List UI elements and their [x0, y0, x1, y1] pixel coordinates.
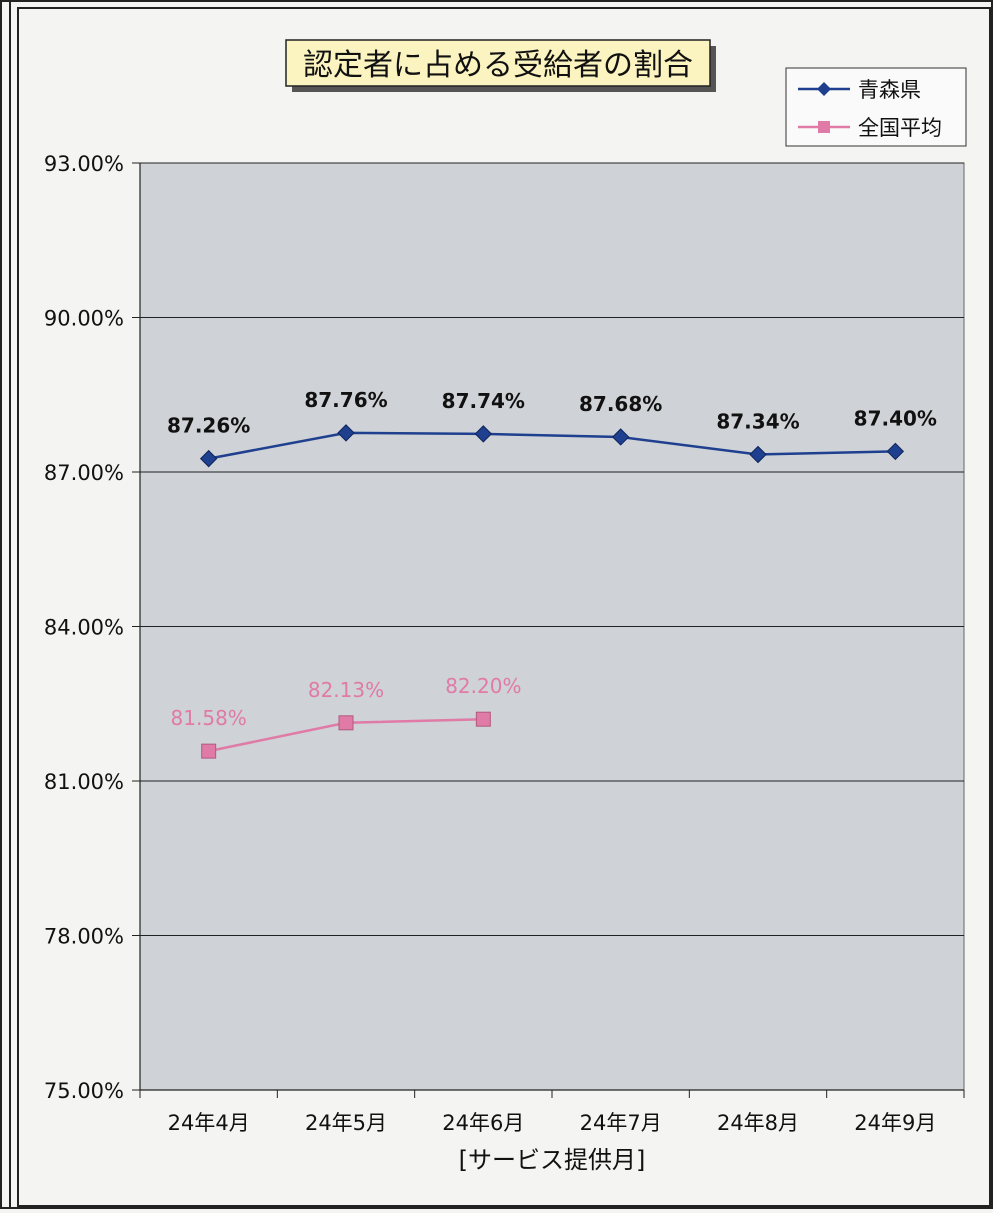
- y-tick-label: 81.00%: [44, 770, 124, 794]
- inner-border: [17, 7, 991, 1207]
- series-layer: 87.26% 87.76% 87.74% 87.68% 87.34% 87.40% 81.5…: [167, 388, 937, 759]
- data-point: [199, 449, 218, 468]
- x-axis: 24年4月 24年5月 24年6月 24年7月 24年8月 24年9月: [139, 1089, 965, 1135]
- legend-label: 全国平均: [858, 116, 942, 140]
- data-label: 87.34%: [716, 409, 799, 433]
- title-box: [285, 39, 711, 87]
- gridlines: [140, 162, 964, 936]
- legend-box: [785, 67, 967, 147]
- x-tick-label: 24年9月: [854, 1111, 936, 1135]
- y-tick-label: 75.00%: [44, 1079, 124, 1103]
- data-label: 87.26%: [167, 414, 250, 438]
- data-point: [474, 425, 493, 443]
- data-label: 82.13%: [308, 678, 384, 702]
- data-label: 87.74%: [442, 389, 525, 413]
- y-tick-label: 93.00%: [44, 152, 124, 176]
- legend-marker: [817, 82, 831, 96]
- chart-title: 認定者に占める受給者の割合: [303, 48, 693, 83]
- data-label: 87.68%: [579, 392, 662, 416]
- data-point: [749, 445, 767, 464]
- y-tick-label: 87.00%: [44, 461, 124, 485]
- data-point: [338, 715, 354, 731]
- y-tick-label: 84.00%: [44, 616, 124, 640]
- series-line-1: [208, 431, 896, 460]
- x-tick-label: 24年7月: [580, 1111, 662, 1135]
- x-tick-label: 24年6月: [442, 1111, 524, 1135]
- x-tick-label: 24年8月: [717, 1111, 799, 1135]
- data-label: 87.40%: [854, 406, 937, 430]
- data-label: 82.20%: [445, 674, 521, 698]
- legend-marker: [818, 121, 830, 133]
- x-axis-label: [サービス提供月]: [459, 1146, 646, 1174]
- data-label: 87.76%: [304, 388, 387, 412]
- y-axis: 75.00% 78.00% 81.00% 84.00% 87.00% 90.00% 93.0…: [44, 152, 141, 1103]
- y-tick-label: 90.00%: [44, 307, 124, 331]
- y-tick-label: 78.00%: [44, 925, 124, 949]
- data-point: [611, 428, 630, 446]
- data-point: [337, 424, 355, 442]
- legend-label: 青森県: [858, 78, 921, 102]
- x-tick-label: 24年4月: [168, 1111, 250, 1135]
- data-point: [475, 711, 491, 727]
- x-tick-label: 24年5月: [305, 1111, 387, 1135]
- data-point: [201, 743, 217, 759]
- data-label: 81.58%: [171, 706, 247, 730]
- data-point: [886, 442, 905, 461]
